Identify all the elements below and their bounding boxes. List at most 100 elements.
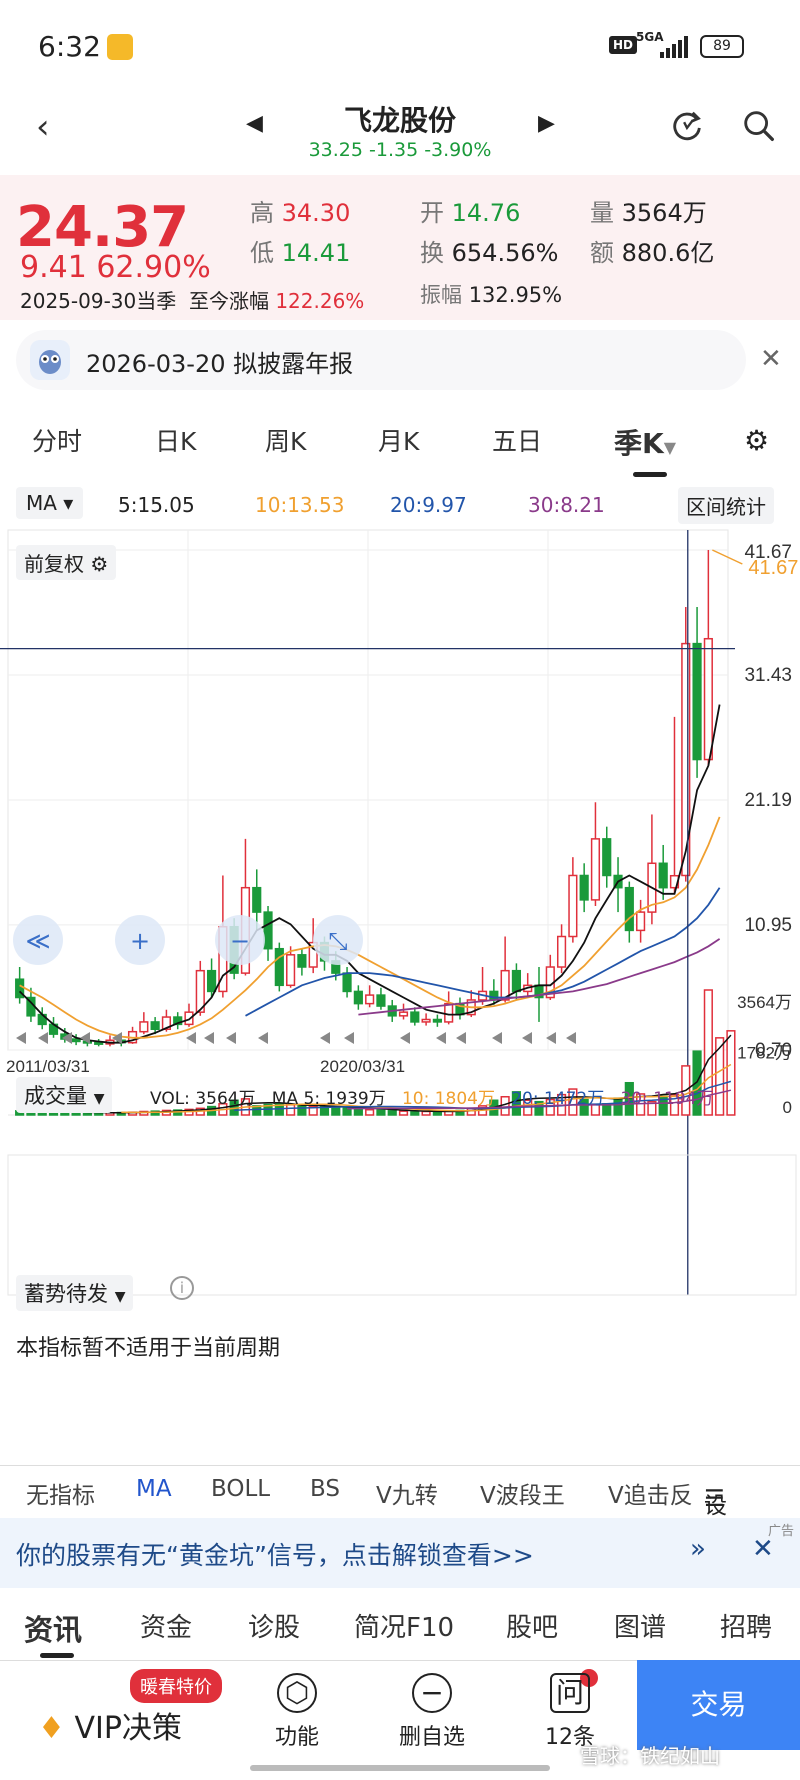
x-tick-label: 2011/03/31 <box>6 1057 90 1076</box>
event-marker <box>456 1032 466 1044</box>
candle-body <box>161 1016 172 1031</box>
vip-button[interactable]: ♦ VIP决策 <box>38 1711 182 1746</box>
amount-value: 额 880.6亿 <box>590 239 715 267</box>
ad-banner[interactable]: 广告 你的股票有无“黄金坑”信号，点击解锁查看>> » ✕ <box>0 1518 800 1588</box>
tab-graph[interactable]: 图谱 <box>614 1613 667 1643</box>
ind-tab-ma[interactable]: MA <box>136 1476 172 1502</box>
tab-quarterly[interactable]: 季K▼ <box>614 427 677 460</box>
range-stats-button[interactable]: 区间统计 <box>678 487 774 524</box>
vol-tick-label: 0 <box>783 1098 792 1117</box>
refresh-icon[interactable] <box>668 107 706 145</box>
ind-tab-zhuiji[interactable]: V追击反 <box>608 1483 693 1509</box>
minus-icon[interactable] <box>215 915 265 965</box>
tab-funds[interactable]: 资金 <box>140 1613 193 1643</box>
high-price: 高 34.30 <box>250 199 351 227</box>
gear-icon: ⚙ <box>90 552 109 576</box>
chevron-down-icon: ▼ <box>114 1289 126 1305</box>
event-marker <box>258 1032 268 1044</box>
ma-line-ma30 <box>358 938 721 1016</box>
report-notice[interactable]: 2026-03-20 拟披露年报 <box>16 330 746 390</box>
event-marker <box>522 1032 532 1044</box>
reset-icon-glyph: ⤡ <box>328 927 347 955</box>
close-icon[interactable]: ✕ <box>752 1534 774 1564</box>
zoom-out-icon[interactable] <box>13 915 63 965</box>
candle-body <box>602 838 612 877</box>
settings-icon: ☰ <box>704 1486 725 1512</box>
period-tabs: 分时 日K 周K 月K 五日 季K▼ ⚙ <box>0 400 800 480</box>
volume-bar <box>647 1100 657 1116</box>
indicator-frame <box>7 1154 797 1296</box>
ma10-value: 10:13.53 <box>255 493 345 517</box>
price-change: 9.41 62.90% <box>20 250 211 285</box>
candle-body <box>489 990 499 1001</box>
candle-body <box>590 838 601 901</box>
adjust-selector[interactable]: 前复权 ⚙ <box>16 545 117 580</box>
low-price: 低 14.41 <box>250 239 351 267</box>
candle-body <box>173 1016 183 1026</box>
ind-tab-jiuzhuan[interactable]: V九转 <box>376 1483 438 1509</box>
candle-body <box>568 874 578 938</box>
ind-tab-boduan[interactable]: V波段王 <box>480 1483 565 1509</box>
volume-bar <box>353 1107 363 1116</box>
tab-five-day[interactable]: 五日 <box>492 427 543 456</box>
ind-tab-bs[interactable]: BS <box>310 1476 340 1502</box>
reset-icon[interactable] <box>313 915 363 965</box>
event-marker <box>546 1032 556 1044</box>
next-stock-icon[interactable]: ▶ <box>538 111 555 136</box>
vol-value: VOL: 3564万 <box>150 1089 256 1109</box>
info-icon[interactable]: i <box>170 1276 194 1300</box>
tab-news[interactable]: 资讯 <box>24 1613 83 1647</box>
candle-body <box>195 969 205 1013</box>
remove-watchlist-button[interactable]: − 删自选 <box>392 1673 472 1751</box>
candle-body <box>274 947 284 987</box>
ad-text[interactable]: 你的股票有无“黄金坑”信号，点击解锁查看>> <box>16 1541 534 1570</box>
y-tick-label: 41.67 <box>744 542 792 563</box>
search-icon[interactable] <box>740 107 778 145</box>
candle-body <box>681 642 691 877</box>
vol-ma20: 20: 1472万 <box>511 1089 605 1109</box>
candle-body <box>297 954 307 968</box>
zoom-in-icon[interactable] <box>115 915 165 965</box>
vol-ma-line <box>121 1063 732 1114</box>
close-icon[interactable]: ✕ <box>760 344 782 374</box>
vol-ma30: 30: 1194万 <box>620 1089 714 1109</box>
volume-value: 量 3564万 <box>590 199 707 227</box>
latest-quote: 33.25 -1.35 -3.90% <box>308 139 492 161</box>
volume-bar <box>376 1109 386 1116</box>
candle-body <box>636 911 646 932</box>
tab-intraday[interactable]: 分时 <box>32 427 83 456</box>
event-marker <box>320 1032 330 1044</box>
volume-legend: VOL: 3564万 MA 5: 1939万 10: 1804万 20: 147… <box>150 1084 713 1109</box>
chevron-down-icon: ▼ <box>93 1091 105 1107</box>
ma-selector[interactable]: MA ▾ <box>16 487 84 519</box>
tab-diagnosis[interactable]: 诊股 <box>248 1613 301 1643</box>
more-icon[interactable]: » <box>690 1534 706 1564</box>
ind-tab-boll[interactable]: BOLL <box>211 1476 271 1502</box>
prev-stock-icon[interactable]: ◀ <box>246 111 263 136</box>
tab-daily[interactable]: 日K <box>155 427 197 456</box>
tab-weekly[interactable]: 周K <box>265 427 307 456</box>
func-button[interactable]: ⬡ 功能 <box>262 1673 332 1751</box>
tab-jobs[interactable]: 招聘 <box>720 1613 773 1643</box>
tab-forum[interactable]: 股吧 <box>506 1613 559 1643</box>
ind-tab-none[interactable]: 无指标 <box>26 1483 95 1509</box>
event-marker <box>492 1032 502 1044</box>
volume-bar <box>432 1111 442 1116</box>
trade-button[interactable]: 交易 <box>637 1660 800 1750</box>
home-indicator[interactable] <box>250 1765 550 1771</box>
event-marker <box>344 1032 354 1044</box>
battery-icon: 89 <box>700 35 744 58</box>
cube-icon: ⬡ <box>277 1673 317 1713</box>
volume-selector[interactable]: 成交量 ▼ <box>16 1077 113 1113</box>
kline-chart[interactable]: 41.67 31.43 21.19 10.95 0.70 41.67 2011/03/31 2… <box>0 525 800 1305</box>
tab-monthly[interactable]: 月K <box>378 427 420 456</box>
questions-button[interactable]: 问 12条 <box>530 1673 610 1751</box>
indicator-selector[interactable]: 蓄势待发 ▼ <box>16 1275 134 1311</box>
ma-line-ma10 <box>19 816 721 1039</box>
chevron-down-icon: ▼ <box>663 438 677 457</box>
tab-f10[interactable]: 简况F10 <box>354 1613 455 1643</box>
gear-icon[interactable]: ⚙ <box>744 424 770 457</box>
vol-ma10: 10: 1804万 <box>401 1089 495 1109</box>
volume-bar <box>387 1110 397 1116</box>
back-icon[interactable]: ‹ <box>36 107 50 147</box>
